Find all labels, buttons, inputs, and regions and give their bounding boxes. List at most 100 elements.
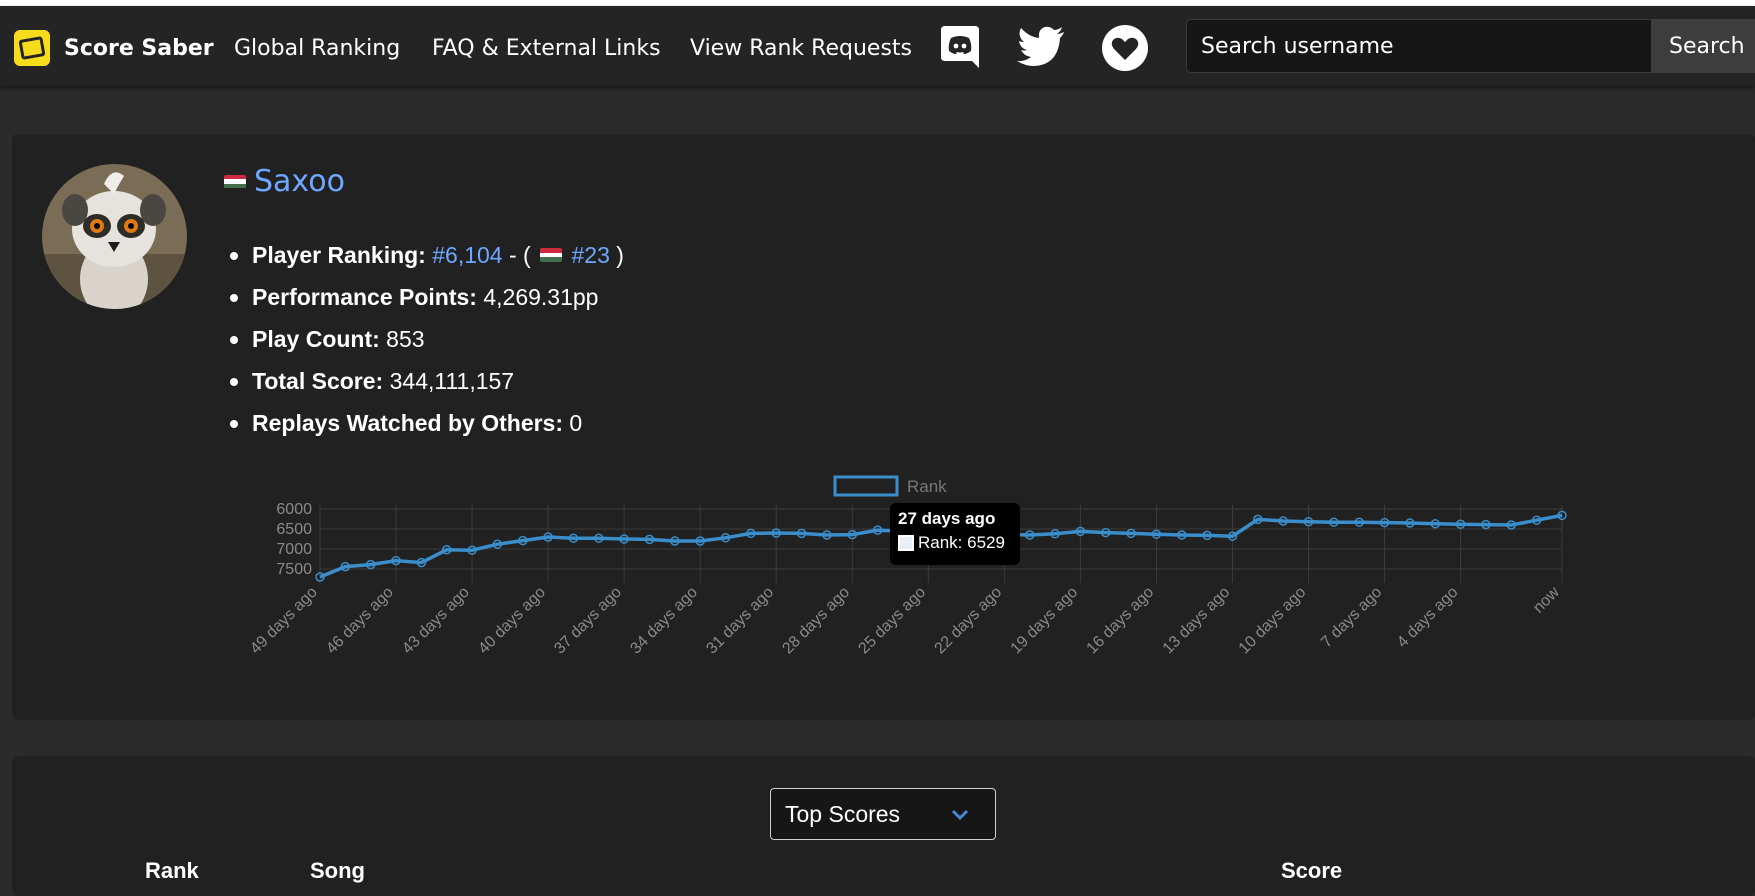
rank-data-point <box>416 557 427 568</box>
rank-data-point <box>619 534 629 544</box>
brand-name: Score Saber <box>64 35 214 61</box>
y-tick-label: 7000 <box>276 541 312 558</box>
rank-data-point <box>441 545 452 555</box>
rank-data-point <box>1024 530 1035 540</box>
score-sort-select[interactable]: Top Scores <box>770 788 996 840</box>
search-button[interactable]: Search <box>1651 19 1755 73</box>
global-rank-link[interactable]: #6,104 <box>432 242 503 268</box>
replays-label: Replays Watched by Others: <box>252 410 564 436</box>
discord-icon[interactable] <box>937 24 983 70</box>
x-tick-label: now <box>1530 583 1563 616</box>
nav-view-rank-requests[interactable]: View Rank Requests <box>690 36 912 61</box>
brand-link[interactable]: Score Saber <box>14 30 214 66</box>
country-rank-link[interactable]: #23 <box>571 242 610 268</box>
rank-data-point <box>1303 517 1314 527</box>
nav-global-ranking[interactable]: Global Ranking <box>234 36 401 61</box>
rank-data-point <box>365 559 376 570</box>
rank-data-point <box>1075 526 1086 537</box>
rank-data-point <box>670 536 680 546</box>
x-tick-label: 46 days ago <box>323 584 397 658</box>
player-ranking-label: Player Ranking: <box>252 242 426 268</box>
heart-icon[interactable] <box>1101 24 1149 72</box>
window-top-strip <box>0 0 1755 6</box>
tooltip-title: 27 days ago <box>898 509 996 528</box>
pp-label: Performance Points: <box>252 284 477 310</box>
rank-data-point <box>1227 531 1238 541</box>
rank-data-point <box>822 530 832 540</box>
y-tick-label: 6000 <box>276 501 312 518</box>
play-count-value: 853 <box>386 326 425 352</box>
x-tick-label: 34 days ago <box>627 584 701 658</box>
stat-player-ranking: Player Ranking: #6,104 - ( #23 ) <box>230 234 624 276</box>
rank-data-point <box>720 533 731 543</box>
rank-data-point <box>1177 530 1187 540</box>
player-name[interactable]: Saxoo <box>254 164 345 199</box>
rank-data-point <box>1202 530 1212 541</box>
rank-data-point <box>492 539 503 549</box>
nav-faq-external-links[interactable]: FAQ & External Links <box>432 36 661 61</box>
x-tick-label: 49 days ago <box>250 584 321 658</box>
rank-separator-close: ) <box>609 242 624 268</box>
x-tick-label: 10 days ago <box>1236 584 1310 658</box>
player-profile-card <box>12 134 1755 720</box>
x-tick-label: 16 days ago <box>1084 584 1158 658</box>
pp-value: 4,269.31pp <box>483 284 599 310</box>
rank-data-point <box>1253 514 1263 525</box>
total-score-value: 344,111,157 <box>389 368 515 394</box>
player-stats-list: Player Ranking: #6,104 - ( #23 ) Perform… <box>230 234 624 444</box>
rank-data-point <box>1278 516 1288 526</box>
rank-data-point <box>847 529 858 540</box>
y-tick-label: 7500 <box>276 561 312 578</box>
rank-data-point <box>1329 517 1339 527</box>
x-tick-label: 19 days ago <box>1008 584 1082 658</box>
rank-data-point <box>644 534 655 545</box>
rank-data-point <box>872 525 883 535</box>
twitter-icon[interactable] <box>1016 24 1066 70</box>
x-tick-label: 31 days ago <box>703 584 777 658</box>
chart-tooltip: 27 days ago Rank: 6529 <box>890 503 1020 565</box>
tooltip-body: Rank: 6529 <box>898 533 1012 553</box>
rank-data-point <box>1481 519 1491 530</box>
column-header-song: Song <box>310 858 365 883</box>
rank-data-point <box>568 533 579 543</box>
rank-data-point <box>1430 519 1441 529</box>
legend-label: Rank <box>907 477 947 496</box>
rank-separator-open: - ( <box>502 242 531 268</box>
rank-data-point <box>1050 529 1060 539</box>
score-sort-value: Top Scores <box>785 800 901 827</box>
rank-data-point <box>1557 510 1567 521</box>
rank-history-chart[interactable]: 6000 6500 7000 7500 49 days ago 46 days ago 43… <box>250 465 1590 685</box>
rank-data-point <box>1354 517 1364 527</box>
chevron-down-icon <box>951 809 969 821</box>
rank-data-point <box>1506 520 1517 530</box>
rank-data-point <box>594 533 604 543</box>
stat-total-score: Total Score: 344,111,157 <box>230 360 624 402</box>
rank-data-point <box>1151 529 1162 539</box>
rank-data-point <box>543 532 553 542</box>
rank-data-point <box>1126 528 1136 539</box>
rank-data-point <box>315 572 325 582</box>
x-tick-label: 40 days ago <box>475 584 549 658</box>
column-header-rank: Rank <box>145 858 199 883</box>
rank-data-point <box>695 536 705 546</box>
player-avatar <box>42 164 187 309</box>
rank-data-point <box>1379 517 1390 528</box>
column-header-score: Score <box>1281 858 1343 883</box>
navbar: Score Saber Global Ranking FAQ & Externa… <box>0 6 1755 86</box>
rank-data-point <box>391 555 401 566</box>
rank-data-point <box>746 528 756 539</box>
tooltip-color-swatch <box>898 535 914 551</box>
scoresaber-logo-icon <box>14 30 50 66</box>
rank-data-point <box>771 528 781 538</box>
x-tick-label: 22 days ago <box>932 584 1006 658</box>
x-tick-label: 25 days ago <box>855 584 929 658</box>
rank-data-point <box>1101 527 1111 538</box>
player-name-row: Saxoo <box>224 164 345 199</box>
tooltip-label: Rank: 6529 <box>918 533 1005 552</box>
play-count-label: Play Count: <box>252 326 380 352</box>
hungary-flag-icon <box>224 174 246 189</box>
rank-data-point <box>796 528 807 539</box>
x-tick-label: 28 days ago <box>779 584 853 658</box>
search-input[interactable] <box>1186 19 1652 73</box>
x-tick-label: 7 days ago <box>1318 584 1385 651</box>
